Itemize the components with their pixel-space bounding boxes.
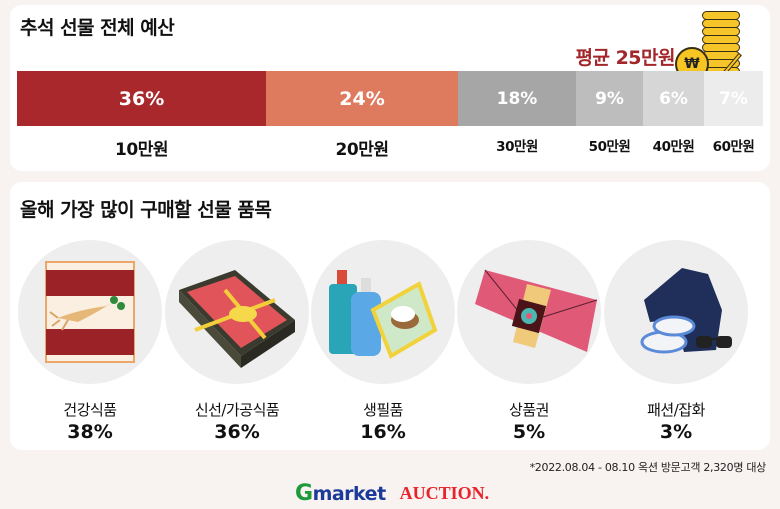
bar-segment-label: 30만원	[496, 139, 538, 155]
item-name: 상품권	[509, 401, 549, 419]
gift-item-fashion: 패션/잡화 3%	[601, 240, 751, 443]
household-goods-icon	[311, 240, 455, 384]
item-name: 패션/잡화	[647, 401, 705, 419]
item-pct: 16%	[360, 421, 406, 443]
brand-logos: Gmarket AUCTION.	[295, 481, 489, 506]
fashion-items-icon	[604, 240, 748, 384]
meat-gift-box-icon	[165, 240, 309, 384]
item-name: 건강식품	[63, 401, 117, 419]
budget-bar-labels: 10만원 20만원 30만원 50만원 40만원 60만원	[17, 135, 763, 160]
bar-segment: 6%	[643, 71, 704, 126]
gmarket-logo: Gmarket	[295, 481, 386, 506]
bar-segment: 7%	[704, 71, 763, 126]
gift-voucher-envelope-icon	[457, 240, 601, 384]
bar-segment: 36%	[17, 71, 266, 126]
ginseng-package-icon	[18, 240, 162, 384]
budget-title: 추석 선물 전체 예산	[20, 17, 175, 39]
gift-item-household: 생필품 16%	[308, 240, 458, 443]
average-budget-label: 평균 25만원	[575, 47, 676, 69]
item-pct: 38%	[67, 421, 113, 443]
bar-segment-label: 10만원	[115, 140, 168, 160]
bar-segment-label: 50만원	[588, 139, 631, 155]
budget-card: 추석 선물 전체 예산 평균 25만원 ₩ 36% 24% 18% 9% 6% 7% 10…	[10, 5, 770, 171]
item-name: 신선/가공식품	[194, 401, 280, 419]
bar-segment: 24%	[266, 71, 458, 126]
item-pct: 3%	[659, 421, 693, 443]
gift-items-card: 올해 가장 많이 구매할 선물 품목 건강식품 38%	[10, 182, 770, 450]
item-name: 생필품	[363, 401, 403, 419]
bar-segment-label: 40만원	[652, 139, 695, 155]
budget-stacked-bar: 36% 24% 18% 9% 6% 7%	[17, 71, 763, 126]
bar-segment: 9%	[576, 71, 643, 126]
gift-item-fresh-food: 신선/가공식품 36%	[162, 240, 312, 443]
auction-logo: AUCTION.	[399, 483, 490, 503]
items-title: 올해 가장 많이 구매할 선물 품목	[20, 199, 272, 221]
item-pct: 36%	[214, 421, 260, 443]
bar-segment-label: 60만원	[712, 139, 755, 155]
gift-item-health-food: 건강식품 38%	[15, 240, 165, 443]
bar-segment: 18%	[458, 71, 576, 126]
survey-footnote: *2022.08.04 - 08.10 옥션 방문고객 2,320명 대상	[529, 461, 767, 474]
gift-item-voucher: 상품권 5%	[454, 240, 604, 443]
bar-segment-label: 20만원	[335, 140, 389, 160]
item-pct: 5%	[512, 421, 546, 443]
gift-items-list: 건강식품 38% 신선/가공식품 36%	[10, 240, 770, 443]
